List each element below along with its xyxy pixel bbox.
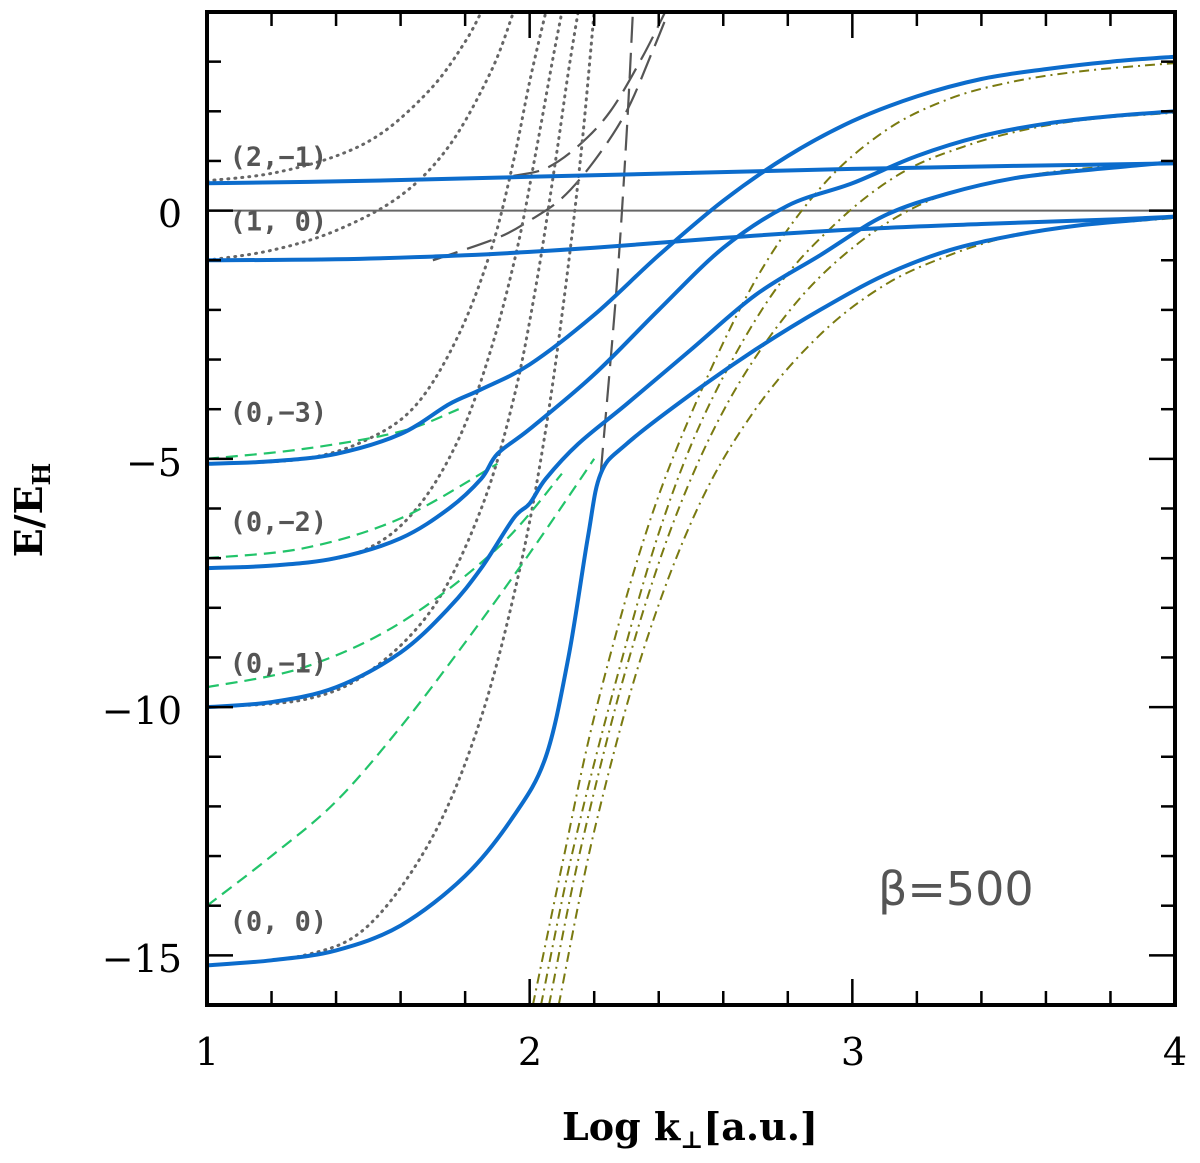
series-line-blue-solid-1 <box>207 161 1175 186</box>
y-axis-label: E/EH <box>6 463 56 558</box>
y-axis-label-subscript: H <box>27 463 56 486</box>
series-line-dotted-5 <box>207 12 580 709</box>
series-line-dotted-6 <box>207 12 596 967</box>
plot-frame <box>205 10 1177 1007</box>
x-axis-label-unit: [a.u.] <box>703 1104 818 1149</box>
state-labels: (2,−1) (1, 0) (0,−3) (0,−2) (0,−1) (0, 0) <box>230 142 328 938</box>
series-line-blue-solid-3 <box>207 54 1175 466</box>
state-label: (0, 0) <box>230 907 328 938</box>
series-line-dotted-1 <box>207 12 483 183</box>
state-label: (2,−1) <box>230 142 328 173</box>
series-line-blue-solid-2 <box>207 214 1175 263</box>
tick-labels: 1 2 3 4 −15 −10 −5 0 <box>102 192 1187 1074</box>
series-line-green-dashed-4 <box>207 458 596 907</box>
y-tick-label: −15 <box>102 937 182 981</box>
x-axis-label-subscript: ⊥ <box>680 1125 703 1154</box>
x-tick-label: 2 <box>518 1030 542 1074</box>
series-line-dashdot-1 <box>531 62 1175 1005</box>
series-line-green-dashed-1 <box>207 408 460 460</box>
series-line-dashdot-4 <box>557 217 1175 1005</box>
x-tick-label: 1 <box>195 1030 219 1074</box>
y-tick-label: 0 <box>158 192 182 236</box>
x-axis-label: Log k⊥[a.u.] <box>562 1104 818 1154</box>
state-label: (1, 0) <box>230 206 328 237</box>
series-line-dotted-2 <box>207 12 515 262</box>
state-label: (0,−3) <box>230 398 328 429</box>
series-line-green-dashed-2 <box>207 462 498 560</box>
x-tick-label: 3 <box>841 1030 865 1074</box>
y-tick-label: −10 <box>102 689 182 733</box>
series-line-blue-solid-4 <box>207 109 1175 571</box>
series-line-blue-solid-6 <box>207 214 1175 968</box>
series-layer <box>207 12 1175 1005</box>
y-tick-label: −5 <box>126 441 182 485</box>
beta-annotation: β=500 <box>878 862 1034 916</box>
state-label: (0,−2) <box>230 507 328 538</box>
x-axis-label-text: Log k <box>562 1104 681 1149</box>
series-line-dashed-1 <box>513 12 667 177</box>
series-line-dashed-3 <box>599 12 634 474</box>
y-axis-label-text: E/E <box>6 485 51 557</box>
x-tick-label: 4 <box>1163 1030 1187 1074</box>
state-label: (0,−1) <box>230 648 328 679</box>
series-line-blue-solid-5 <box>207 159 1175 710</box>
